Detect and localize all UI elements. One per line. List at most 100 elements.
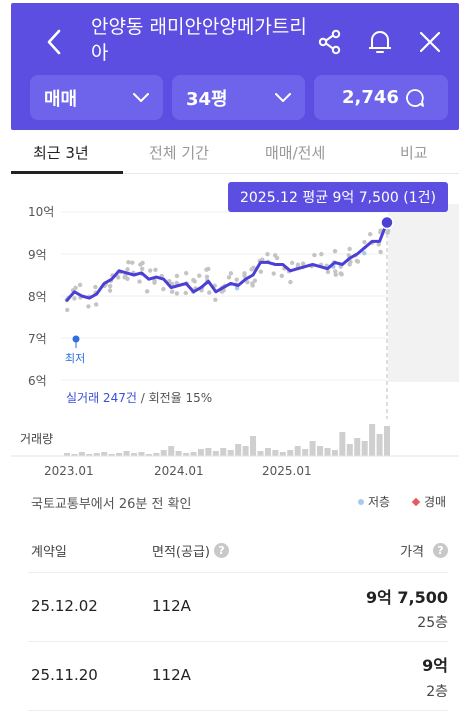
transaction-dot [295,262,301,267]
transaction-dot [192,279,197,284]
col-date: 계약일 [31,545,67,560]
volume-bar [302,449,309,456]
transaction-dot [86,304,91,309]
volume-bar [108,454,115,456]
turnover-rate: / 회전율 15% [136,391,213,405]
transaction-dot [339,272,344,277]
average-price-line [65,221,389,302]
row-area: 112A [152,597,191,615]
legend-low-floor: 저층 [358,493,390,510]
transaction-dot [138,262,143,267]
chevron-down-icon [275,92,291,103]
talk-button[interactable]: 2,746 [314,75,448,120]
transaction-dot [288,279,293,285]
bell-icon[interactable] [363,25,397,59]
transaction-dot [169,289,175,294]
col-price: 가격? [400,541,448,560]
tab-recent-3y[interactable]: 최근 3년 [33,143,89,162]
tab-compare[interactable]: 비교 [400,143,428,162]
transaction-dot [319,251,324,257]
share-icon[interactable] [313,25,347,59]
deal-type-value: 매매 [44,88,78,110]
transaction-dot [251,265,256,270]
divider [28,641,448,642]
row-floor: 2층 [426,684,448,700]
transaction-dot [130,260,135,265]
tab-bar: 최근 3년 전체 기간 매매/전세 비교 [11,130,459,174]
transaction-dot [234,277,239,282]
row-floor: 25층 [417,615,448,631]
volume-bar [205,448,212,456]
price-chart[interactable] [11,174,459,464]
transaction-dot [242,273,247,279]
transaction-dot [125,276,130,281]
tab-sale-jeonse[interactable]: 매매/전세 [265,143,326,162]
deal-type-select[interactable]: 매매 [30,75,163,120]
volume-bar [160,450,167,456]
transaction-dot [174,291,180,296]
volume-bar [153,453,160,456]
tab-all-period[interactable]: 전체 기간 [149,143,209,162]
volume-bar [130,453,137,456]
transaction-dot [65,307,70,313]
close-icon[interactable] [413,25,447,59]
volume-bar [346,444,353,456]
volume-bar [183,453,190,456]
lowest-point [72,335,80,343]
volume-bar [101,452,108,456]
volume-bar [227,450,234,456]
volume-bars [64,424,390,456]
transaction-dot [385,230,390,235]
transaction-dot [367,231,373,237]
transaction-dot [228,271,234,276]
size-value: 34평 [186,88,228,110]
volume-bar [324,448,331,456]
col-price-label: 가격 [400,545,424,560]
transaction-dot [72,296,77,301]
transaction-dot [93,284,98,290]
transaction-dot [258,269,264,274]
transaction-stats: 실거래 247건 / 회전율 15% [66,389,212,406]
y-tick-9: 9억 [28,248,47,262]
volume-bar [242,446,249,456]
volume-bar [354,438,361,456]
volume-bar [369,424,376,456]
volume-bar [331,450,338,456]
transaction-dot [289,260,295,266]
size-select[interactable]: 34평 [172,75,305,120]
volume-bar [250,436,257,456]
volume-bar [197,449,204,456]
help-icon[interactable]: ? [433,543,448,558]
transaction-dot [161,286,166,292]
transaction-dot [153,267,158,272]
legend-auction-label: 경매 [424,495,447,509]
transaction-dot [347,262,352,267]
volume-bar [145,454,152,456]
volume-bar [175,451,182,456]
row-price: 9억 [422,656,448,675]
transaction-dot [93,302,99,307]
row-date: 25.12.02 [31,597,98,615]
active-tab-indicator [11,171,123,174]
transaction-dot [279,273,284,279]
transaction-dot [333,272,338,277]
volume-bar [257,451,264,456]
back-icon[interactable] [39,25,69,59]
transaction-dot [77,282,83,288]
y-tick-7: 7억 [28,332,47,346]
gridlines [61,211,387,381]
transaction-count[interactable]: 실거래 247건 [66,391,137,405]
volume-bar [168,446,175,456]
transaction-dot [362,239,367,245]
volume-bar [339,432,346,456]
transaction-dot [234,286,240,291]
volume-label: 거래량 [20,432,54,446]
latest-tooltip: 2025.12 평균 9억 7,500 (1건) [228,182,448,212]
volume-bar [212,451,219,456]
page-title: 안양동 래미안안양메가트리아 [91,16,307,64]
help-icon[interactable]: ? [213,543,229,558]
volume-bar [93,453,100,456]
row-date: 25.11.20 [31,666,98,684]
transaction-dot [271,271,276,276]
volume-bar [361,441,368,456]
